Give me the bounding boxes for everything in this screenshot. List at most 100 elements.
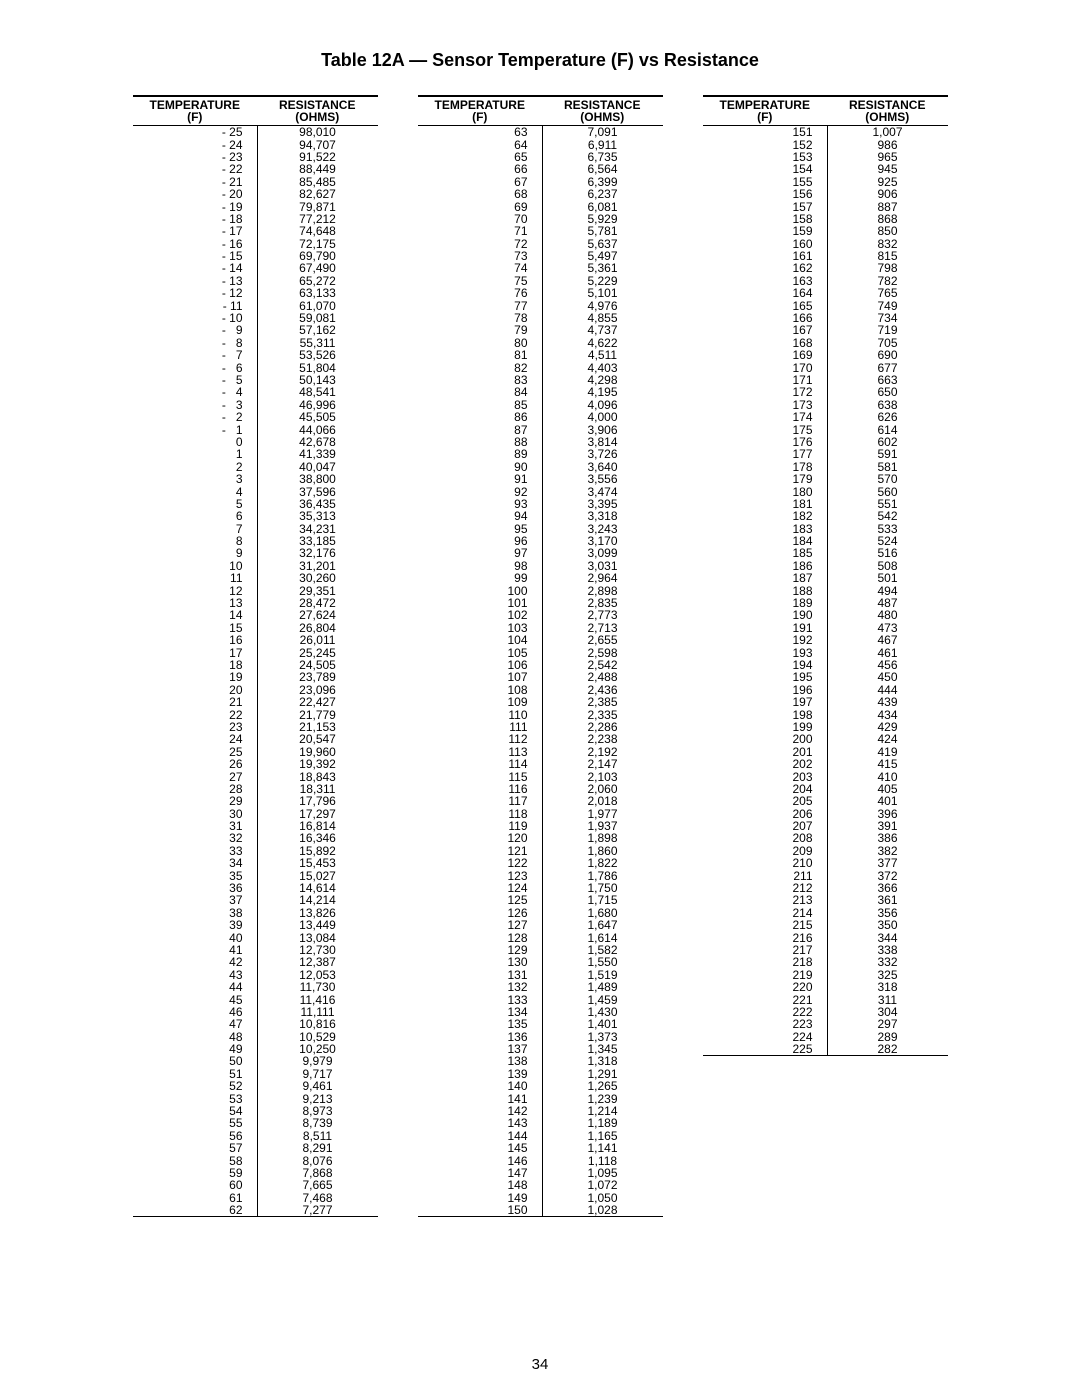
table-row: 509,979	[133, 1055, 378, 1067]
table-row: 1451,141	[418, 1142, 663, 1154]
temperature-cell: 75	[418, 275, 543, 287]
table-row: 166734	[703, 312, 948, 324]
table-row: - 957,162	[133, 324, 378, 336]
temperature-cell: 84	[418, 386, 543, 398]
temperature-cell: 149	[418, 1192, 543, 1204]
resistance-cell: 85,485	[257, 176, 378, 188]
temperature-cell: 143	[418, 1117, 543, 1129]
temperature-cell: 58	[133, 1154, 258, 1166]
temperature-cell: 133	[418, 993, 543, 1005]
table-row: 1501,028	[418, 1204, 663, 1217]
resistance-cell: 749	[827, 299, 948, 311]
table-row: - 1263,133	[133, 287, 378, 299]
resistance-cell: 72,175	[257, 238, 378, 250]
table-row: 4312,053	[133, 969, 378, 981]
resistance-cell: 494	[827, 584, 948, 596]
table-row: 1371,345	[418, 1043, 663, 1055]
resistance-cell: 487	[827, 597, 948, 609]
table-row: 216344	[703, 931, 948, 943]
temperature-cell: 138	[418, 1055, 543, 1067]
resistance-cell: 2,713	[542, 622, 663, 634]
col-unit-f: (F)	[703, 111, 828, 126]
temperature-cell: 210	[703, 857, 828, 869]
resistance-cell: 3,099	[542, 547, 663, 559]
table-row: 224289	[703, 1031, 948, 1043]
temperature-cell: 202	[703, 758, 828, 770]
resistance-cell: 3,170	[542, 535, 663, 547]
resistance-cell: 7,868	[257, 1167, 378, 1179]
temperature-cell: 17	[133, 646, 258, 658]
table-row: 1725,245	[133, 646, 378, 658]
temperature-cell: 5	[133, 498, 258, 510]
temperature-cell: - 16	[133, 238, 258, 250]
table-row: 864,000	[418, 411, 663, 423]
resistance-cell: 560	[827, 485, 948, 497]
resistance-cell: 1,489	[542, 981, 663, 993]
resistance-cell: 21,779	[257, 708, 378, 720]
resistance-cell: 439	[827, 696, 948, 708]
resistance-cell: 1,750	[542, 882, 663, 894]
resistance-cell: 69,790	[257, 250, 378, 262]
temperature-cell: 38	[133, 907, 258, 919]
resistance-cell: 419	[827, 746, 948, 758]
resistance-cell: 2,286	[542, 721, 663, 733]
resistance-cell: 4,511	[542, 349, 663, 361]
temperature-cell: 21	[133, 696, 258, 708]
temperature-cell: 146	[418, 1154, 543, 1166]
temperature-cell: 187	[703, 572, 828, 584]
resistance-cell: 55,311	[257, 337, 378, 349]
resistance-cell: 13,826	[257, 907, 378, 919]
temperature-cell: 163	[703, 275, 828, 287]
temperature-cell: 140	[418, 1080, 543, 1092]
resistance-cell: 29,351	[257, 584, 378, 596]
table-row: 188494	[703, 584, 948, 596]
table-row: 1461,118	[418, 1154, 663, 1166]
temperature-cell: 136	[418, 1031, 543, 1043]
resistance-cell: 516	[827, 547, 948, 559]
temperature-cell: 205	[703, 795, 828, 807]
temperature-cell: 65	[418, 151, 543, 163]
temperature-cell: - 2	[133, 411, 258, 423]
temperature-cell: 87	[418, 423, 543, 435]
temperature-cell: - 11	[133, 299, 258, 311]
resistance-cell: 832	[827, 238, 948, 250]
resistance-cell: 5,781	[542, 225, 663, 237]
temperature-cell: 67	[418, 176, 543, 188]
temperature-cell: 9	[133, 547, 258, 559]
resistance-cell: 5,637	[542, 238, 663, 250]
temperature-cell: 93	[418, 498, 543, 510]
table-row: 202415	[703, 758, 948, 770]
resistance-cell: 524	[827, 535, 948, 547]
temperature-cell: 81	[418, 349, 543, 361]
resistance-cell: 338	[827, 944, 948, 956]
resistance-cell: 40,047	[257, 461, 378, 473]
temperature-cell: 41	[133, 944, 258, 956]
table-row: 205401	[703, 795, 948, 807]
resistance-cell: 1,239	[542, 1092, 663, 1104]
temperature-cell: 190	[703, 609, 828, 621]
temperature-cell: 103	[418, 622, 543, 634]
temperature-cell: 89	[418, 448, 543, 460]
temperature-cell: 193	[703, 646, 828, 658]
table-row: 1511,007	[703, 126, 948, 139]
temperature-cell: 214	[703, 907, 828, 919]
temperature-cell: 200	[703, 733, 828, 745]
table-row: - 144,066	[133, 423, 378, 435]
table-row: 1112,286	[418, 721, 663, 733]
table-row: 218332	[703, 956, 948, 968]
temperature-cell: 130	[418, 956, 543, 968]
table-row: 536,435	[133, 498, 378, 510]
temperature-cell: 97	[418, 547, 543, 559]
table-row: 1251,715	[418, 894, 663, 906]
temperature-cell: 123	[418, 869, 543, 881]
table-row: 1311,519	[418, 969, 663, 981]
table-row: 1052,598	[418, 646, 663, 658]
table-row: 1181,977	[418, 807, 663, 819]
temperature-cell: 217	[703, 944, 828, 956]
sub-table-1: TEMPERATURERESISTANCE(F)(OHMS)- 2598,010…	[133, 95, 378, 1217]
table-row: 1102,335	[418, 708, 663, 720]
table-row: 794,737	[418, 324, 663, 336]
temperature-cell: 176	[703, 436, 828, 448]
table-row: 165749	[703, 299, 948, 311]
temperature-cell: - 22	[133, 163, 258, 175]
